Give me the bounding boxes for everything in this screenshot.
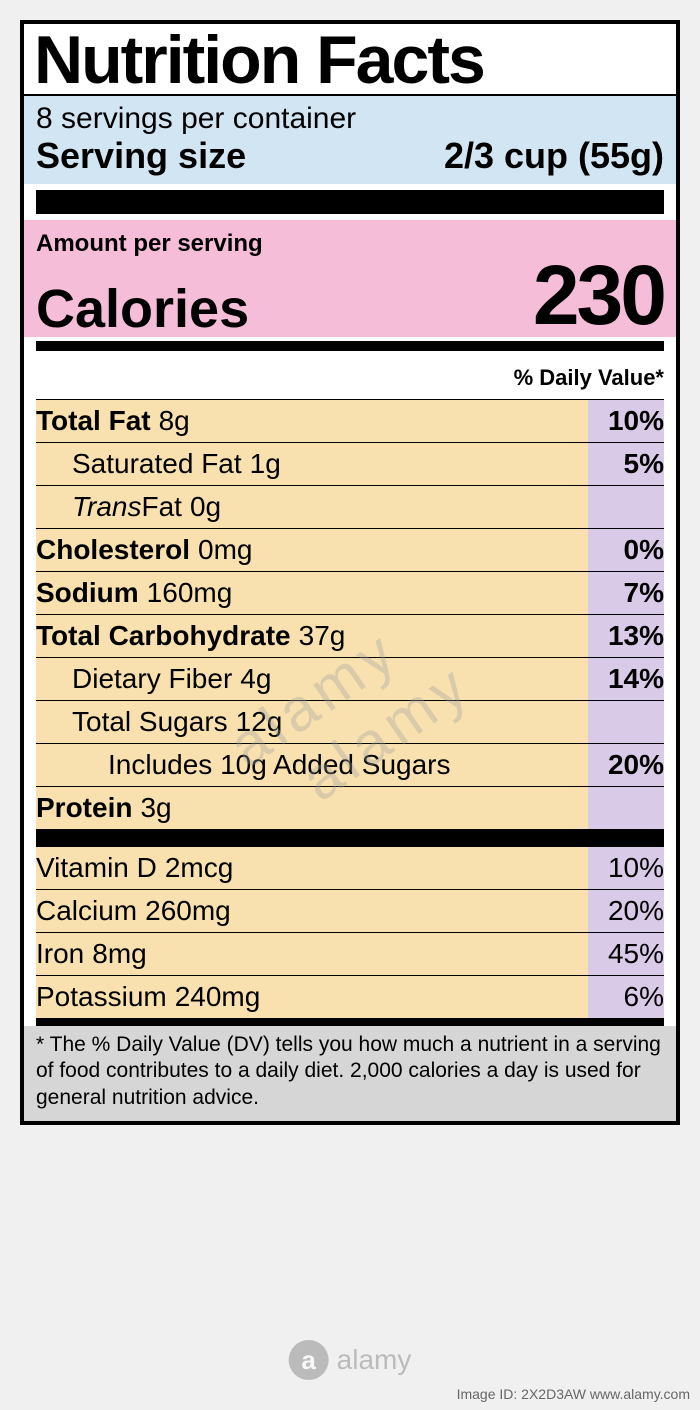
vitamin-amount: 240mg (175, 981, 261, 1013)
serving-block: 8 servings per container Serving size 2/… (24, 94, 676, 184)
nutrient-name: Total Sugars (72, 706, 228, 738)
serving-size-value: 2/3 cup (55g) (444, 136, 664, 176)
nutrient-row: Dietary Fiber4g 14% (36, 657, 664, 700)
nutrient-pct: 10% (608, 405, 664, 437)
serving-size-label: Serving size (36, 136, 246, 176)
daily-value-header: % Daily Value* (24, 351, 676, 399)
divider-vitamins (36, 829, 664, 847)
nutrient-amount: 0g (190, 491, 221, 523)
footnote: * The % Daily Value (DV) tells you how m… (24, 1026, 676, 1121)
calories-value: 230 (533, 258, 664, 334)
nutrient-row: Sodium160mg 7% (36, 571, 664, 614)
vitamin-pct: 10% (608, 852, 664, 884)
nutrient-amount: 160mg (147, 577, 233, 609)
nutrient-amount: 8g (159, 405, 190, 437)
servings-per-container: 8 servings per container (36, 102, 664, 136)
vitamin-row: Iron8mg 45% (36, 932, 664, 975)
nutrient-pct: 0% (624, 534, 664, 566)
nutrient-pct: 5% (624, 448, 664, 480)
nutrient-row: Total Sugars12g (36, 700, 664, 743)
vitamin-row: Calcium260mg 20% (36, 889, 664, 932)
nutrient-amount: 1g (250, 448, 281, 480)
nutrient-pct: 14% (608, 663, 664, 695)
serving-size-row: Serving size 2/3 cup (55g) (36, 136, 664, 176)
vitamin-name: Potassium (36, 981, 167, 1013)
nutrient-amount: 0mg (198, 534, 252, 566)
calories-row: Calories 230 (36, 258, 664, 334)
vitamin-name: Iron (36, 938, 84, 970)
calories-block: Amount per serving Calories 230 (24, 220, 676, 338)
nutrient-name: Total Fat (36, 405, 151, 437)
nutrient-name: Saturated Fat (72, 448, 242, 480)
image-id: Image ID: 2X2D3AW www.alamy.com (457, 1386, 690, 1402)
nutrient-name: Cholesterol (36, 534, 190, 566)
divider-footnote (36, 1018, 664, 1026)
nutrient-name: Dietary Fiber (72, 663, 232, 695)
vitamin-name: Vitamin D (36, 852, 157, 884)
label-title: Nutrition Facts (24, 24, 676, 94)
vitamin-amount: 2mcg (165, 852, 233, 884)
vitamin-row: Vitamin D2mcg 10% (36, 847, 664, 889)
nutrient-row: Total Fat8g 10% (36, 399, 664, 442)
nutrient-amount: 12g (236, 706, 283, 738)
nutrient-name: Includes 10g Added Sugars (108, 749, 450, 781)
nutrient-name: Sodium (36, 577, 139, 609)
vitamin-row: Potassium240mg 6% (36, 975, 664, 1018)
divider-thick (36, 190, 664, 214)
nutrient-name: Total Carbohydrate (36, 620, 291, 652)
nutrient-row: Trans Fat0g (36, 485, 664, 528)
nutrition-label: Nutrition Facts 8 servings per container… (20, 20, 680, 1125)
vitamin-pct: 45% (608, 938, 664, 970)
vitamin-amount: 260mg (145, 895, 231, 927)
nutrient-row: Cholesterol0mg 0% (36, 528, 664, 571)
vitamin-pct: 20% (608, 895, 664, 927)
nutrient-row: Protein3g (36, 786, 664, 829)
nutrient-row: Includes 10g Added Sugars 20% (36, 743, 664, 786)
calories-label: Calories (36, 285, 249, 334)
alamy-logo-text: alamy (337, 1344, 412, 1376)
nutrient-name: Protein (36, 792, 132, 824)
vitamins-section: Vitamin D2mcg 10% Calcium260mg 20% Iron8mg 45… (24, 847, 676, 1018)
nutrient-amount: 3g (140, 792, 171, 824)
alamy-logo: a alamy (289, 1340, 412, 1380)
nutrients-section: Total Fat8g 10% Saturated Fat1g 5% Trans Fat… (24, 399, 676, 829)
nutrient-row: Total Carbohydrate37g 13% (36, 614, 664, 657)
nutrient-amount: 37g (299, 620, 346, 652)
nutrient-pct: 13% (608, 620, 664, 652)
nutrient-pct: 7% (624, 577, 664, 609)
nutrient-row: Saturated Fat1g 5% (36, 442, 664, 485)
alamy-a-icon: a (289, 1340, 329, 1380)
vitamin-amount: 8mg (92, 938, 146, 970)
vitamin-pct: 6% (624, 981, 664, 1013)
divider-medium (36, 341, 664, 351)
vitamin-name: Calcium (36, 895, 137, 927)
nutrient-pct: 20% (608, 749, 664, 781)
nutrient-amount: 4g (240, 663, 271, 695)
